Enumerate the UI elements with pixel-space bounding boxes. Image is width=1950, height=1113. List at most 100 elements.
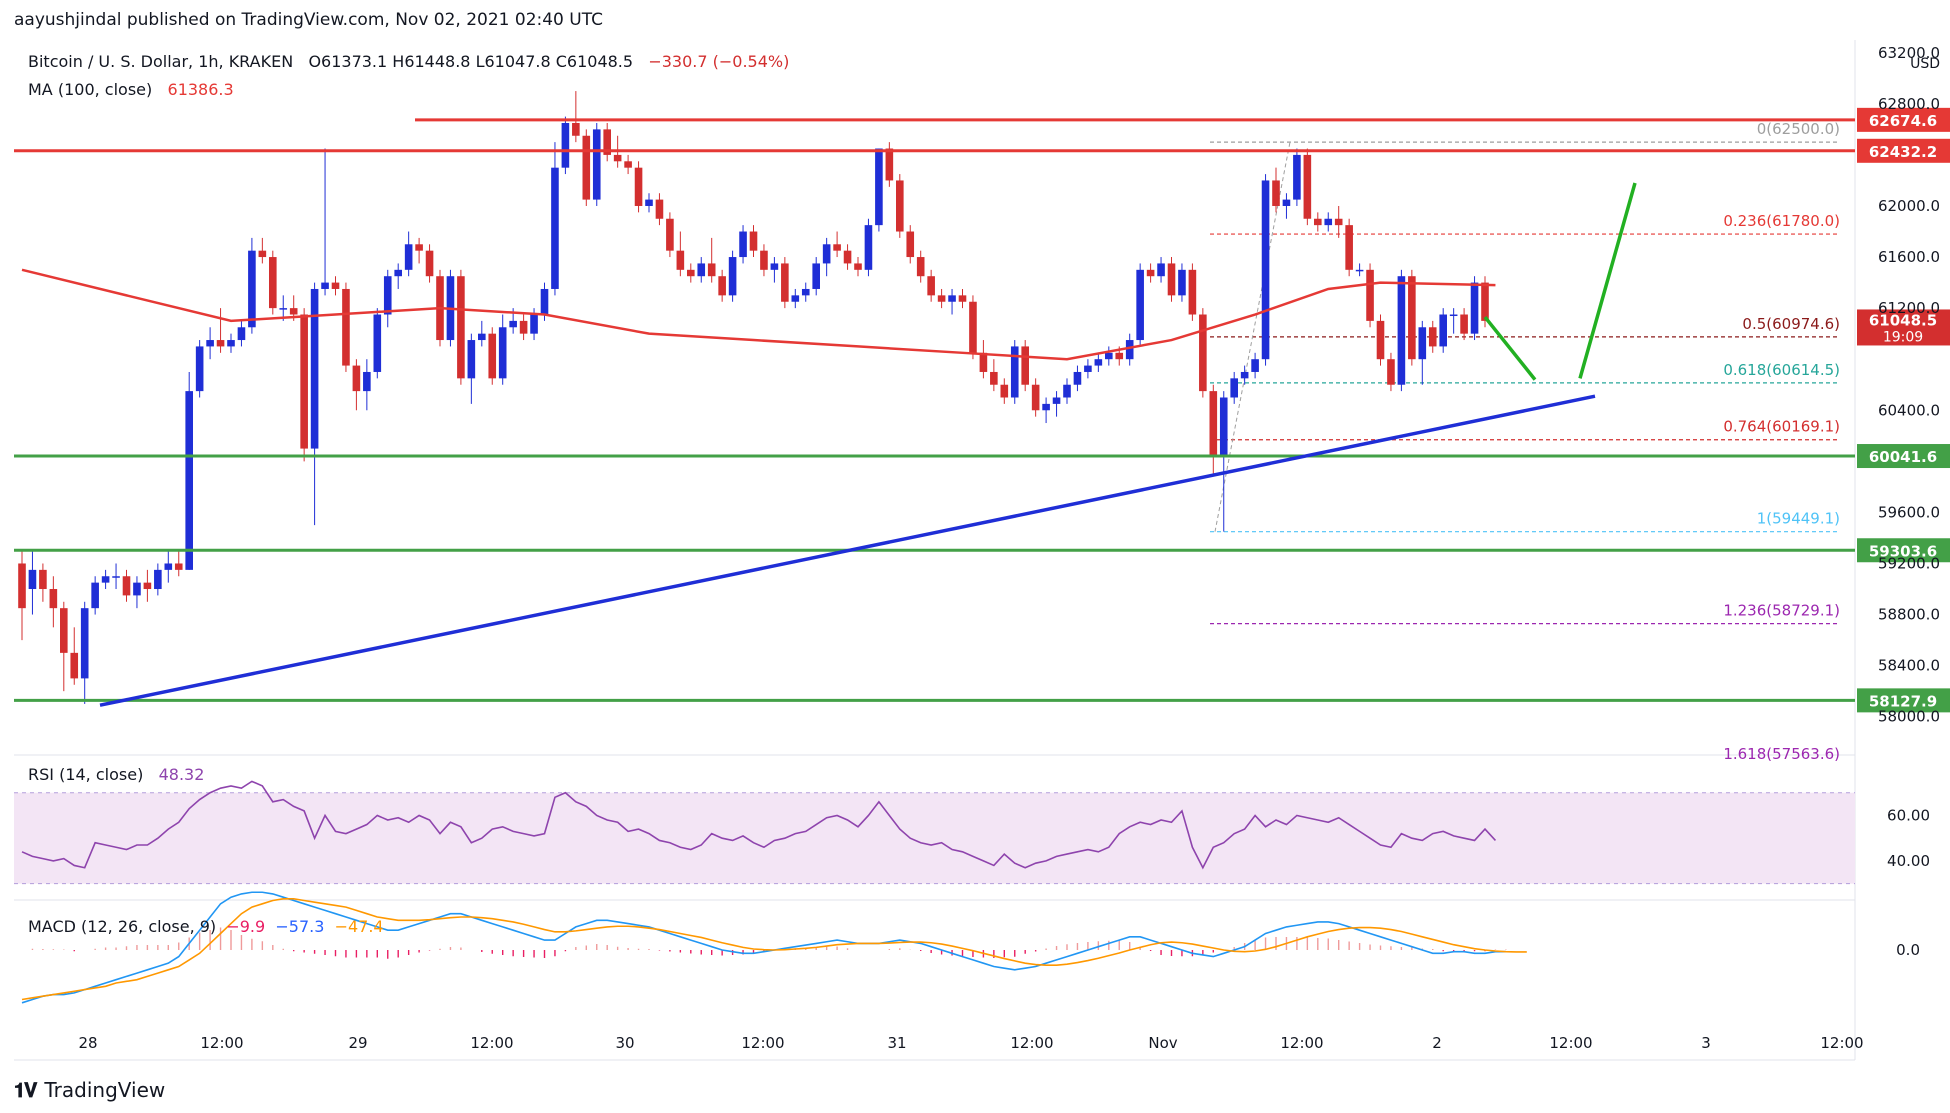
candle-body	[1167, 263, 1176, 296]
time-axis[interactable]: 28 12:00 29 12:00 30 12:00 31 12:00 Nov 12:00 2 12:…	[78, 1034, 1863, 1052]
candle-body	[1146, 269, 1155, 277]
candle-body	[958, 295, 967, 302]
candle-body	[1084, 365, 1092, 372]
candle-body	[289, 308, 298, 315]
time-tick: 12:00	[200, 1034, 243, 1052]
candle-body	[1031, 384, 1040, 411]
candle-body	[498, 327, 507, 379]
time-tick: Nov	[1148, 1034, 1177, 1052]
price-tick: 59600.0	[1878, 503, 1940, 521]
symbol-name: Bitcoin / U. S. Dollar, 1h, KRAKEN	[28, 52, 294, 71]
candle-body	[1355, 269, 1364, 272]
footer-brand[interactable]: 𝟏𝐕 TradingView	[14, 1078, 165, 1102]
price-axis[interactable]: 63200.0 62800.0 62000.0 61600.0 61200.0 60400…	[1878, 44, 1940, 726]
time-tick: 12:00	[1280, 1034, 1323, 1052]
candle-body	[1063, 384, 1071, 398]
currency-label: USD	[1910, 56, 1940, 72]
candle-body	[1366, 269, 1374, 321]
candle-body	[216, 340, 225, 347]
candle-body	[1376, 320, 1385, 360]
candle-body	[687, 269, 695, 277]
ohlc-values: O61373.1 H61448.8 L61047.8 C61048.5	[308, 52, 634, 71]
rsi-pane[interactable]: 60.00 40.00	[14, 780, 1930, 885]
candle-body	[1251, 359, 1259, 372]
candle-body	[258, 250, 267, 258]
candle-body	[676, 250, 685, 270]
moving-average	[21, 268, 1496, 361]
candle-body	[1073, 371, 1082, 385]
projection-up	[1578, 182, 1637, 379]
candle-body	[28, 569, 37, 590]
candle-body	[383, 276, 392, 315]
candle-body	[540, 288, 549, 315]
candle-body	[1240, 371, 1249, 379]
macd-legend[interactable]: MACD (12, 26, close, 9) −9.9 −57.3 −47.4	[28, 917, 384, 936]
price-tick: 61600.0	[1878, 248, 1940, 266]
candle-body	[697, 263, 706, 277]
candle-body	[1460, 314, 1468, 334]
candle-body	[1219, 397, 1228, 455]
candle-body	[174, 563, 183, 570]
ma-legend[interactable]: MA (100, close) 61386.3	[28, 80, 234, 99]
level-price: 58127.9	[1869, 692, 1937, 710]
fib-label: 0.5(60974.6)	[1742, 315, 1840, 333]
candle-body	[749, 231, 758, 251]
candle-body	[1428, 327, 1437, 347]
level-price: 59303.6	[1869, 542, 1937, 560]
candle-body	[885, 148, 894, 181]
candle-body	[561, 122, 570, 168]
time-tick: 12:00	[470, 1034, 513, 1052]
candle-body	[101, 576, 110, 583]
candle-body	[310, 288, 319, 449]
candle-body	[457, 276, 465, 379]
projection-down	[1483, 315, 1537, 381]
candle-body	[154, 569, 162, 590]
candle-body	[666, 218, 674, 251]
macd-pane[interactable]: 0.0	[21, 891, 1920, 1004]
candle-body	[1105, 352, 1113, 360]
drawings[interactable]	[99, 182, 1637, 707]
macd-line-value: −57.3	[275, 917, 325, 936]
candle-body	[467, 340, 476, 379]
horizontal-levels[interactable]: 62674.6 62432.2 60041.6 59303.6 58127.9 61048…	[14, 107, 1950, 713]
candle-body	[634, 167, 643, 206]
candle-body	[488, 333, 497, 379]
bar-countdown: 19:09	[1883, 329, 1923, 345]
rsi-band	[14, 792, 1855, 884]
candle-body	[979, 352, 988, 372]
candle-body	[1209, 391, 1218, 455]
price-tick: 58400.0	[1878, 657, 1940, 675]
candle-body	[739, 231, 747, 258]
candle-body	[530, 314, 538, 334]
candle-body	[592, 129, 601, 200]
candle-body	[1439, 314, 1447, 347]
candle-body	[248, 250, 256, 328]
candle-body	[864, 225, 873, 270]
candle-body	[906, 231, 915, 258]
fib-label: 0.618(60614.5)	[1723, 361, 1840, 379]
candle-body	[896, 180, 904, 232]
fib-label: 0(62500.0)	[1757, 120, 1840, 138]
candle-body	[122, 576, 131, 596]
candle-body	[1293, 154, 1301, 200]
candle-body	[1094, 359, 1103, 366]
candle-body	[342, 288, 350, 366]
macd-signal-line	[21, 898, 1527, 1001]
candle-body	[519, 320, 528, 334]
candle-body	[185, 391, 193, 570]
price-tick: 59200.0	[1878, 554, 1940, 572]
candle-body	[394, 269, 402, 277]
rsi-legend[interactable]: RSI (14, close) 48.32	[28, 765, 204, 784]
fib-label: 1.618(57563.6)	[1723, 745, 1840, 763]
symbol-legend[interactable]: Bitcoin / U. S. Dollar, 1h, KRAKEN O6137…	[28, 52, 789, 71]
ma-line	[21, 268, 1496, 361]
trend-line	[99, 394, 1596, 707]
time-tick: 12:00	[1010, 1034, 1053, 1052]
candle-body	[133, 582, 141, 596]
candle-body	[49, 589, 58, 609]
candle-body	[404, 244, 413, 270]
last-price-badge	[1857, 309, 1950, 346]
candle-body	[655, 199, 664, 219]
candle-body	[948, 295, 956, 302]
